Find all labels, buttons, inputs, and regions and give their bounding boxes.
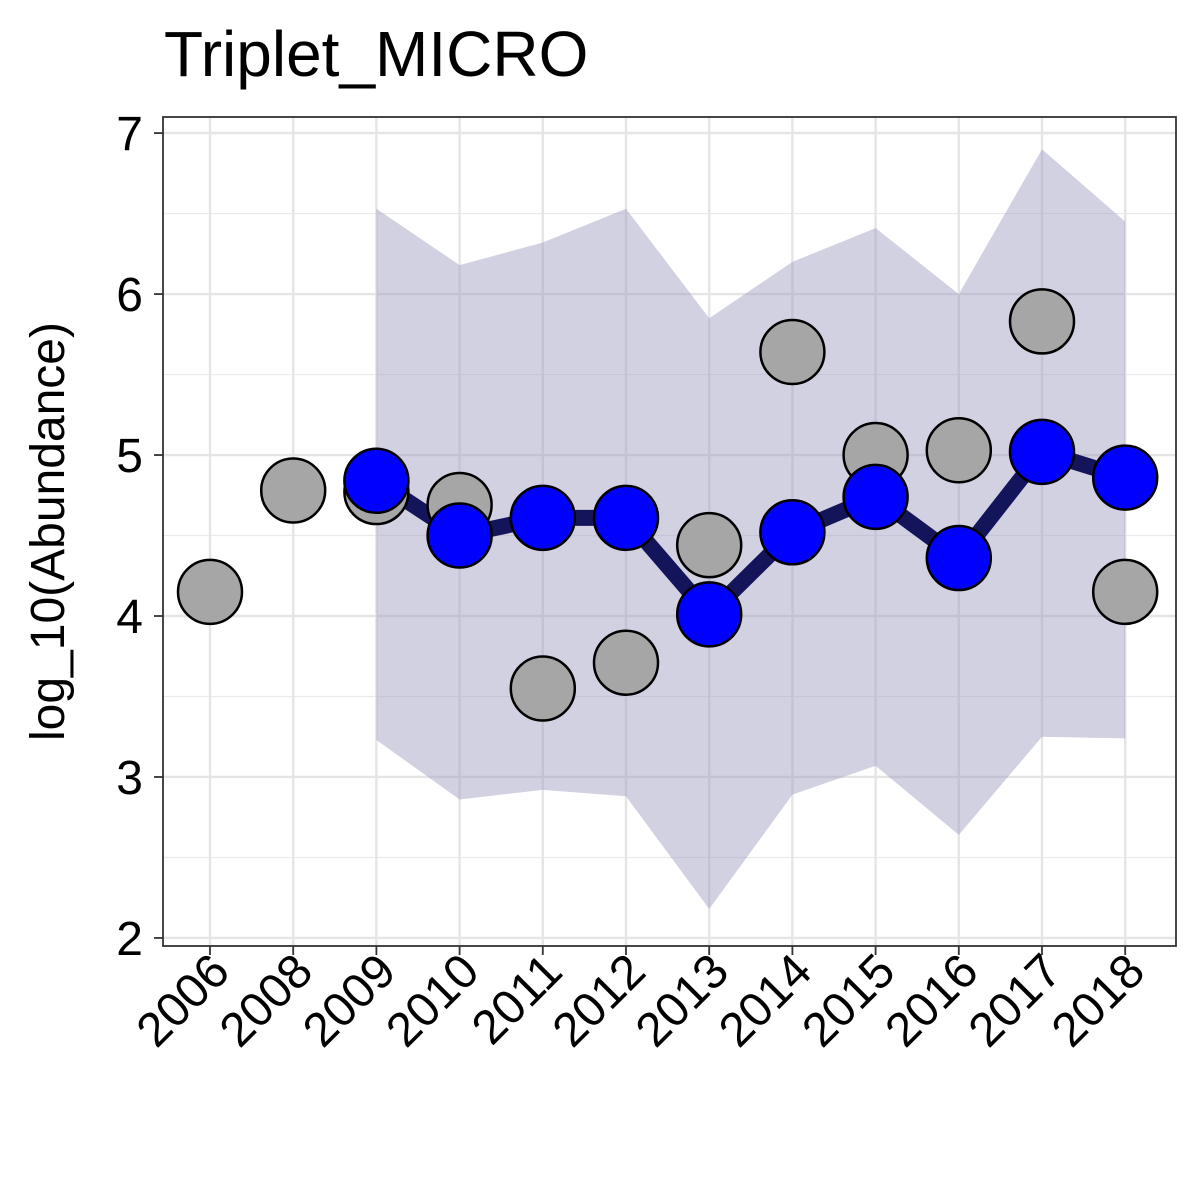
minor-gridlines [163, 212, 1176, 859]
fitted-point [592, 484, 660, 552]
y-tick-label: 4 [116, 591, 143, 644]
x-tick-label: 2014 [709, 944, 822, 1057]
fitted-point [1091, 444, 1159, 511]
observed-points [176, 288, 1159, 722]
observed-point [759, 318, 826, 386]
y-tick-label: 5 [116, 430, 143, 483]
observed-point [509, 655, 577, 722]
x-tick-label: 2010 [376, 944, 489, 1057]
fitted-series-line [372, 442, 1128, 627]
chart-title: Triplet_MICRO [164, 18, 588, 90]
x-tick-label: 2018 [1042, 944, 1155, 1057]
fitted-point [343, 447, 410, 515]
y-axis-title: log_10(Abundance) [22, 322, 75, 741]
x-tick-label: 2008 [210, 944, 323, 1057]
y-tick-label: 7 [116, 108, 143, 161]
y-tick-label: 6 [116, 269, 143, 322]
x-tick-label: 2011 [462, 944, 572, 1054]
fitted-point [509, 484, 577, 552]
fitted-point [1008, 418, 1076, 486]
x-tick-label: 2015 [792, 944, 905, 1057]
x-tick-label: 2012 [543, 944, 656, 1057]
fitted-point [759, 499, 826, 566]
fitted-point [675, 581, 743, 648]
fitted-point [925, 524, 993, 592]
x-tick-label: 2013 [626, 944, 739, 1057]
y-tick-label: 3 [116, 752, 143, 805]
x-tick-label: 2006 [127, 944, 240, 1057]
x-tick-label: 2017 [959, 944, 1072, 1057]
x-axis-ticks: 2006200820092010201120122013201420152016… [127, 944, 1155, 1057]
observed-point [592, 629, 660, 696]
fitted-point [426, 502, 493, 569]
fitted-point [842, 463, 909, 531]
prediction-interval-band [376, 149, 1126, 909]
observed-point [259, 457, 327, 524]
observed-point [675, 511, 743, 579]
observed-point [925, 416, 993, 484]
x-tick-label: 2016 [876, 944, 989, 1057]
observed-point [1091, 558, 1159, 626]
observed-point [1008, 288, 1076, 355]
x-tick-label: 2009 [293, 944, 406, 1057]
y-tick-label: 2 [116, 913, 143, 966]
y-axis-ticks: 2 3 4 5 6 7 [116, 108, 163, 966]
fitted-points [343, 418, 1159, 648]
observed-point [176, 558, 244, 626]
plot-panel-border [162, 116, 1177, 947]
